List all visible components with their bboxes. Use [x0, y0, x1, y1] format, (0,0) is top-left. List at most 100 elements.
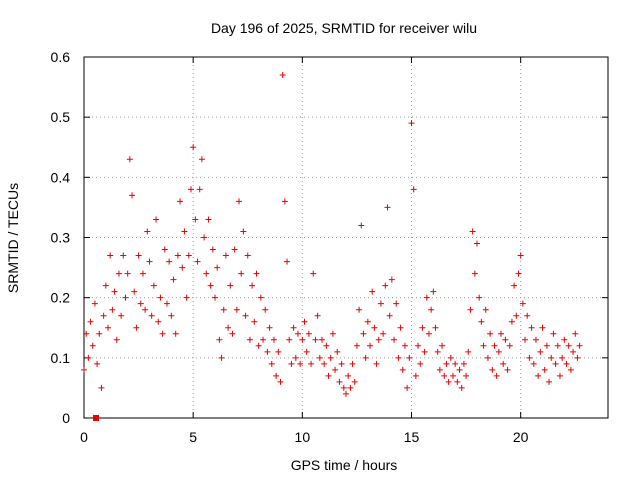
data-point: [83, 330, 90, 337]
data-point: [87, 318, 94, 325]
data-point: [495, 348, 502, 355]
data-point: [122, 294, 129, 301]
data-point: [554, 342, 561, 349]
data-point: [236, 198, 243, 205]
data-point: [375, 336, 382, 343]
data-point: [107, 252, 114, 259]
data-point: [500, 360, 507, 367]
data-point: [323, 342, 330, 349]
data-point: [434, 348, 441, 355]
data-point: [277, 378, 284, 385]
data-point: [89, 342, 96, 349]
data-point: [484, 354, 491, 361]
data-point: [336, 378, 343, 385]
data-point: [406, 354, 413, 361]
data-point: [380, 330, 387, 337]
data-point: [570, 348, 577, 355]
y-axis-ticks: 0 0.1 0.2 0.3 0.4 0.5 0.6: [51, 49, 608, 426]
data-point: [100, 312, 107, 319]
data-point: [393, 300, 400, 307]
data-point: [233, 306, 240, 313]
data-point: [552, 360, 559, 367]
data-point: [476, 294, 483, 301]
data-point: [334, 348, 341, 355]
data-point: [174, 252, 181, 259]
y-tick-label: 0.1: [51, 350, 71, 366]
data-point: [150, 282, 157, 289]
y-tick-label: 0.3: [51, 230, 71, 246]
x-tick-label: 15: [404, 429, 420, 445]
data-point: [432, 324, 439, 331]
data-point: [559, 354, 566, 361]
data-point: [194, 258, 201, 265]
data-point: [281, 198, 288, 205]
data-point: [312, 336, 319, 343]
data-point: [170, 276, 177, 283]
data-point: [242, 312, 249, 319]
data-point: [305, 330, 312, 337]
data-point: [419, 324, 426, 331]
data-point: [548, 354, 555, 361]
data-point: [417, 360, 424, 367]
data-point: [395, 354, 402, 361]
data-point: [102, 282, 109, 289]
data-point: [471, 270, 478, 277]
data-point: [297, 360, 304, 367]
data-point: [530, 360, 537, 367]
y-axis-label: SRMTID / TECUs: [5, 183, 21, 293]
data-point: [329, 330, 336, 337]
data-point: [240, 228, 247, 235]
data-point: [168, 312, 175, 319]
data-point: [81, 366, 87, 373]
data-point: [377, 300, 384, 307]
data-point: [279, 72, 286, 79]
data-point: [465, 348, 472, 355]
data-point: [257, 294, 264, 301]
data-point: [561, 336, 568, 343]
data-point: [480, 342, 487, 349]
data-point: [535, 372, 542, 379]
data-point: [118, 312, 125, 319]
data-point: [327, 354, 334, 361]
data-point: [356, 306, 363, 313]
data-point: [362, 354, 369, 361]
data-point: [299, 336, 306, 343]
data-point: [109, 306, 116, 313]
data-point: [430, 288, 437, 295]
data-point: [321, 360, 328, 367]
data-point: [318, 336, 325, 343]
data-point: [249, 282, 256, 289]
data-point: [231, 246, 238, 253]
data-point: [371, 324, 378, 331]
data-point: [556, 372, 563, 379]
data-point: [214, 264, 221, 271]
data-point: [183, 294, 190, 301]
data-point: [338, 360, 345, 367]
data-point: [576, 342, 583, 349]
data-point: [273, 372, 280, 379]
data-point: [190, 144, 197, 151]
data-point: [373, 360, 380, 367]
data-point: [205, 216, 212, 223]
x-tick-label: 0: [80, 429, 88, 445]
data-point: [179, 264, 186, 271]
data-point: [537, 348, 544, 355]
data-point: [384, 204, 391, 211]
data-point: [251, 318, 258, 325]
data-point: [212, 294, 218, 301]
data-point: [567, 366, 574, 373]
data-point: [353, 342, 360, 349]
data-point: [148, 312, 155, 319]
data-point: [238, 270, 245, 277]
data-point: [543, 342, 550, 349]
data-point: [524, 312, 531, 319]
data-point: [539, 324, 546, 331]
data-point: [310, 270, 317, 277]
data-point: [303, 348, 310, 355]
data-point: [146, 258, 153, 265]
data-point: [493, 372, 500, 379]
data-point: [550, 330, 557, 337]
x-tick-label: 5: [189, 429, 197, 445]
x-axis-label: GPS time / hours: [291, 457, 398, 473]
data-point: [292, 354, 299, 361]
